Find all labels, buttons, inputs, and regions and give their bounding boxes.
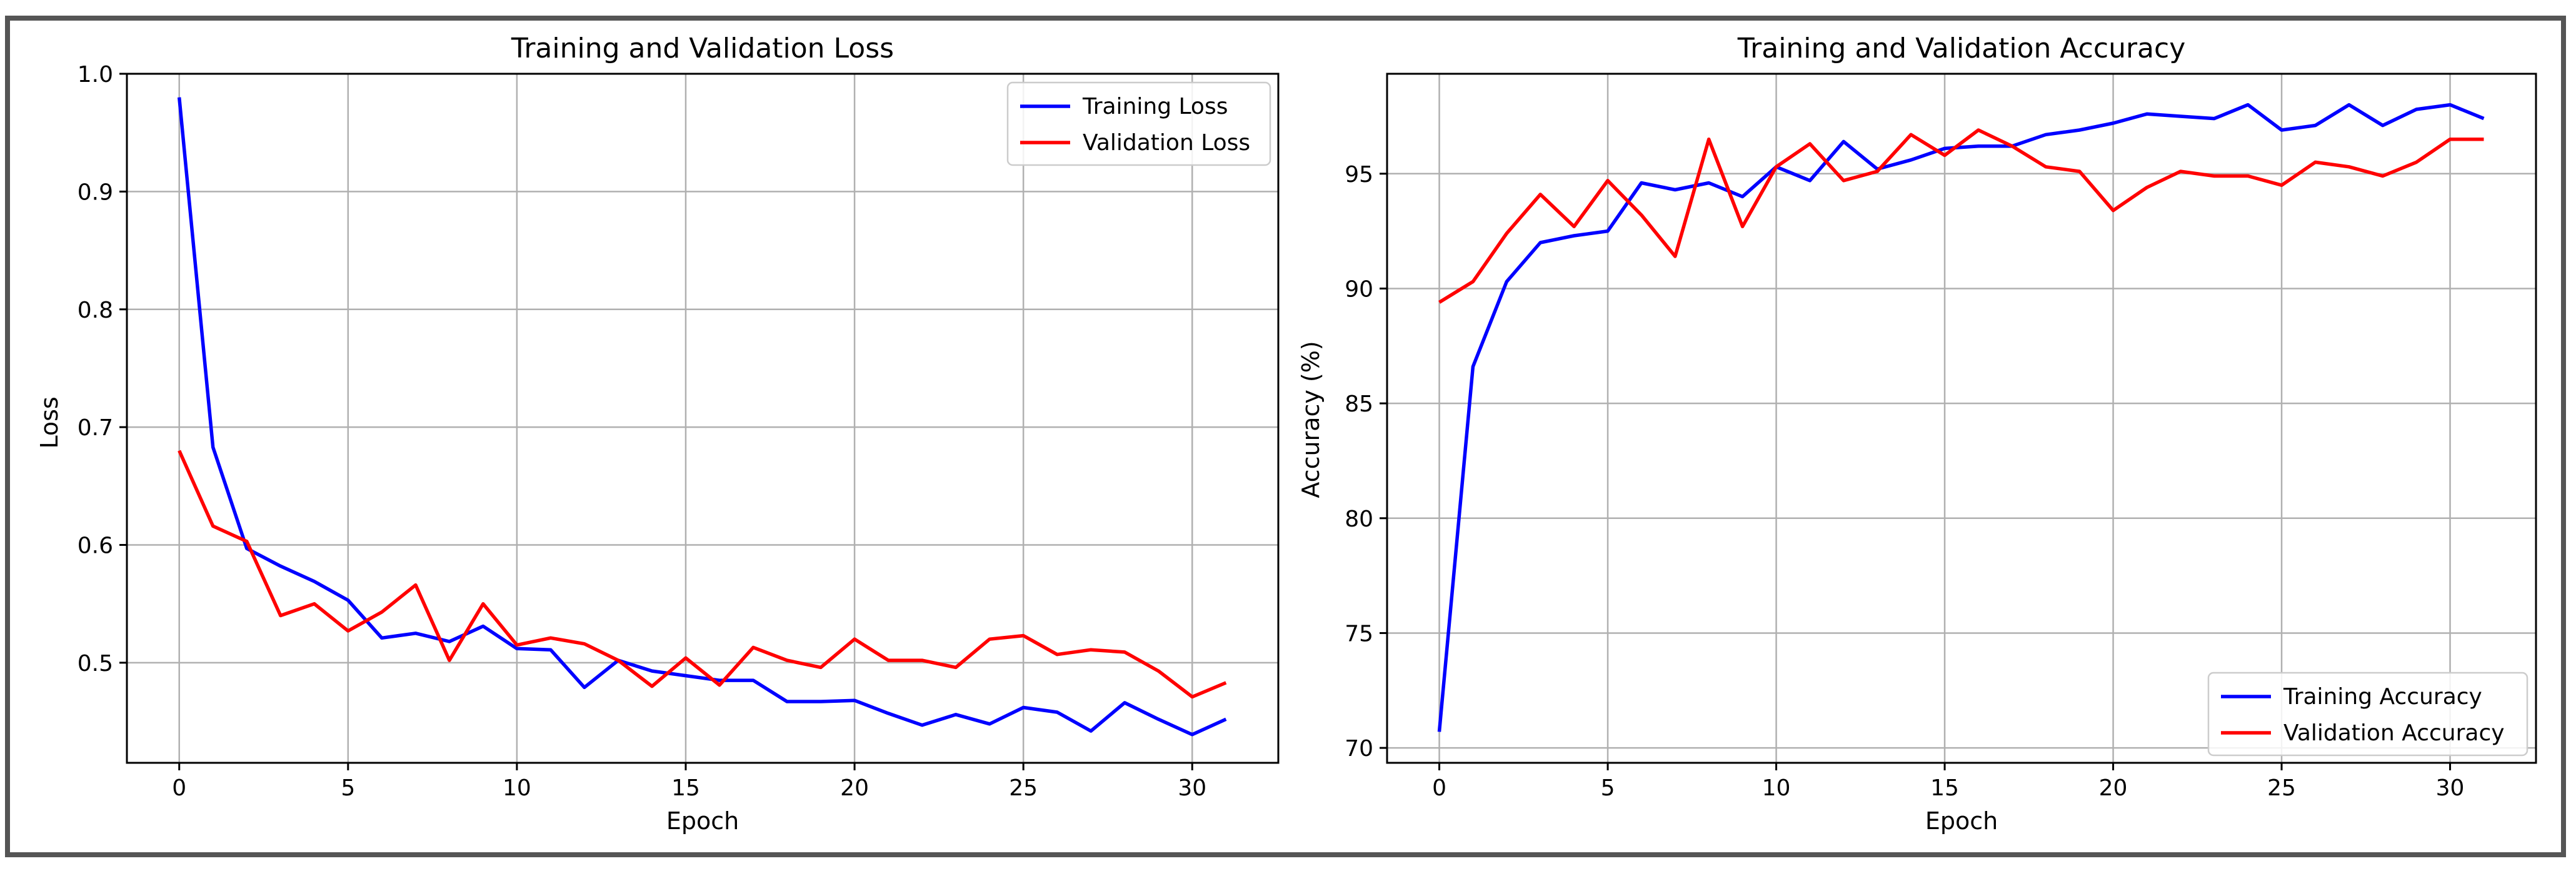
- accuracy-ytick-label-5: 95: [1345, 162, 1373, 188]
- accuracy-legend-label-0: Training Accuracy: [2283, 684, 2482, 710]
- loss-xtick-label-2: 10: [503, 775, 531, 801]
- loss-xtick-label-3: 15: [671, 775, 700, 801]
- accuracy-chart-title: Training and Validation Accuracy: [1737, 33, 2186, 64]
- accuracy-series-line-0: [1437, 103, 2485, 732]
- figure-frame: [5, 16, 2566, 857]
- loss-xtick-label-6: 30: [1178, 775, 1206, 801]
- loss-legend: Training Loss Validation Loss: [1006, 81, 1271, 166]
- loss-legend-label-0: Training Loss: [1082, 94, 1228, 119]
- loss-plot-area: [126, 73, 1280, 764]
- loss-xtick-label-0: 0: [172, 775, 186, 801]
- loss-chart-ylabel: Loss: [36, 396, 63, 448]
- accuracy-xtick-label-5: 25: [2267, 775, 2296, 801]
- loss-ytick-label-4: 0.9: [78, 179, 113, 205]
- loss-ytick-label-0: 0.5: [78, 651, 113, 677]
- accuracy-xtick-label-0: 0: [1432, 775, 1446, 801]
- loss-xtick-label-1: 5: [341, 775, 355, 801]
- loss-ytick-label-5: 1.0: [78, 62, 113, 88]
- accuracy-series-line-1: [1438, 128, 2484, 304]
- loss-series-line-0: [177, 97, 1227, 737]
- loss-legend-box: [1006, 81, 1271, 166]
- accuracy-ytick-label-0: 70: [1345, 736, 1373, 762]
- accuracy-legend: Training Accuracy Validation Accuracy: [2207, 672, 2528, 757]
- loss-ytick-label-1: 0.6: [78, 533, 113, 559]
- accuracy-legend-label-1: Validation Accuracy: [2283, 720, 2505, 746]
- loss-chart-title: Training and Validation Loss: [511, 33, 894, 64]
- accuracy-xtick-label-4: 20: [2099, 775, 2128, 801]
- loss-chart: Training and Validation Loss Epoch Loss …: [36, 33, 1280, 835]
- accuracy-ytick-label-2: 80: [1345, 506, 1373, 532]
- accuracy-xtick-label-2: 10: [1762, 775, 1791, 801]
- loss-series-line-1: [178, 450, 1227, 699]
- loss-ytick-label-3: 0.8: [78, 298, 113, 323]
- accuracy-ytick-label-3: 85: [1345, 391, 1373, 417]
- accuracy-xtick-label-1: 5: [1601, 775, 1615, 801]
- accuracy-xtick-label-3: 15: [1930, 775, 1959, 801]
- accuracy-plot-area: [1386, 73, 2537, 764]
- loss-legend-label-1: Validation Loss: [1083, 130, 1250, 156]
- accuracy-ytick-label-1: 75: [1345, 621, 1373, 647]
- loss-xtick-label-5: 25: [1009, 775, 1038, 801]
- loss-xtick-label-4: 20: [840, 775, 869, 801]
- loss-ytick-label-2: 0.7: [78, 415, 113, 441]
- accuracy-ytick-label-4: 90: [1345, 276, 1373, 302]
- accuracy-xtick-label-6: 30: [2436, 775, 2465, 801]
- accuracy-chart-ylabel: Accuracy (%): [1297, 341, 1325, 498]
- accuracy-chart: Training and Validation Accuracy Epoch A…: [1297, 33, 2537, 835]
- accuracy-chart-xlabel: Epoch: [1925, 807, 1998, 835]
- loss-chart-xlabel: Epoch: [666, 807, 739, 835]
- accuracy-legend-box: [2207, 672, 2528, 757]
